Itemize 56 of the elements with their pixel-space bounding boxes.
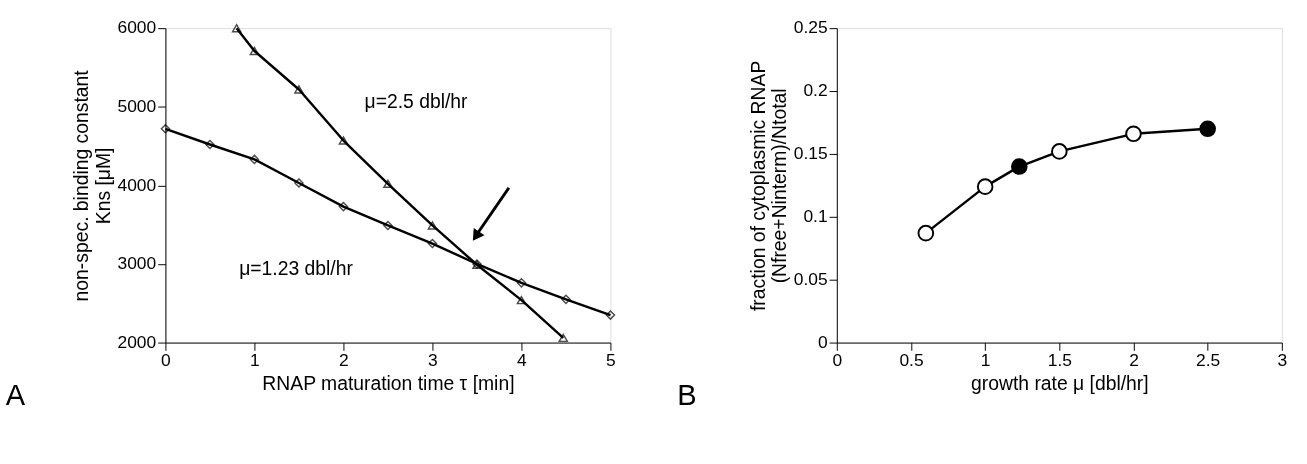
y-tick-label: 6000 [117, 17, 157, 38]
point [294, 85, 304, 94]
x-axis-title: growth rate μ [dbl/hr] [970, 371, 1149, 394]
x-tick-label: 2 [339, 350, 349, 371]
y-tick-label: 0.05 [793, 269, 828, 290]
point [605, 310, 616, 320]
x-tick-label: 1 [250, 350, 260, 371]
text: A [5, 378, 26, 411]
point [338, 201, 349, 212]
x-tick-label: 5 [606, 350, 616, 371]
y-tick-label: 0.2 [803, 80, 828, 101]
point [516, 295, 527, 305]
point [383, 220, 393, 231]
point [427, 238, 438, 249]
point [561, 294, 571, 305]
text: B [677, 378, 697, 411]
point [205, 139, 215, 150]
point [249, 154, 260, 165]
point [1010, 158, 1028, 175]
point [160, 124, 171, 134]
x-tick-label: 2 [1129, 350, 1139, 371]
point [516, 278, 527, 288]
point [249, 46, 260, 56]
point [231, 23, 242, 33]
x-tick-label: 0 [161, 350, 171, 371]
point [383, 179, 393, 189]
point [338, 136, 349, 145]
y-tick-label: 0 [817, 331, 828, 352]
x-tick-label: 3 [1277, 350, 1288, 371]
point [1125, 125, 1142, 143]
point [976, 178, 994, 195]
point [1199, 120, 1216, 138]
x-axis-title: RNAP maturation time τ [min] [262, 371, 515, 394]
point [1051, 143, 1068, 160]
y-tick-label: 0.1 [803, 206, 828, 227]
y-axis-title: non-spec. binding constant Kns [μM] [70, 69, 114, 302]
y-tick-label: 0.25 [793, 17, 828, 38]
x-tick-label: 0.5 [899, 350, 924, 371]
x-tick-label: 1 [980, 350, 991, 371]
x-tick-label: 1.5 [1047, 350, 1072, 371]
x-tick-label: 3 [428, 350, 438, 371]
y-tick-label: 3000 [117, 253, 157, 274]
point [294, 178, 304, 188]
y-tick-label: 5000 [117, 96, 157, 117]
y-axis-title: fraction of cytoplasmic RNAP (Nfree+Ninterm)/Ntotal [746, 60, 791, 311]
point [558, 333, 569, 343]
text: μ=1.23 dbl/hr [239, 256, 354, 279]
y-tick-label: 4000 [117, 174, 157, 195]
x-tick-label: 2.5 [1196, 350, 1221, 371]
series-label: μ=2.5 dbl/hr [364, 89, 469, 112]
y-tick-label: 2000 [117, 331, 157, 352]
point [917, 224, 935, 242]
x-tick-label: 0 [832, 350, 843, 371]
y-tick-label: 0.15 [793, 143, 828, 164]
point [427, 221, 438, 230]
x-tick-label: 4 [517, 350, 528, 371]
